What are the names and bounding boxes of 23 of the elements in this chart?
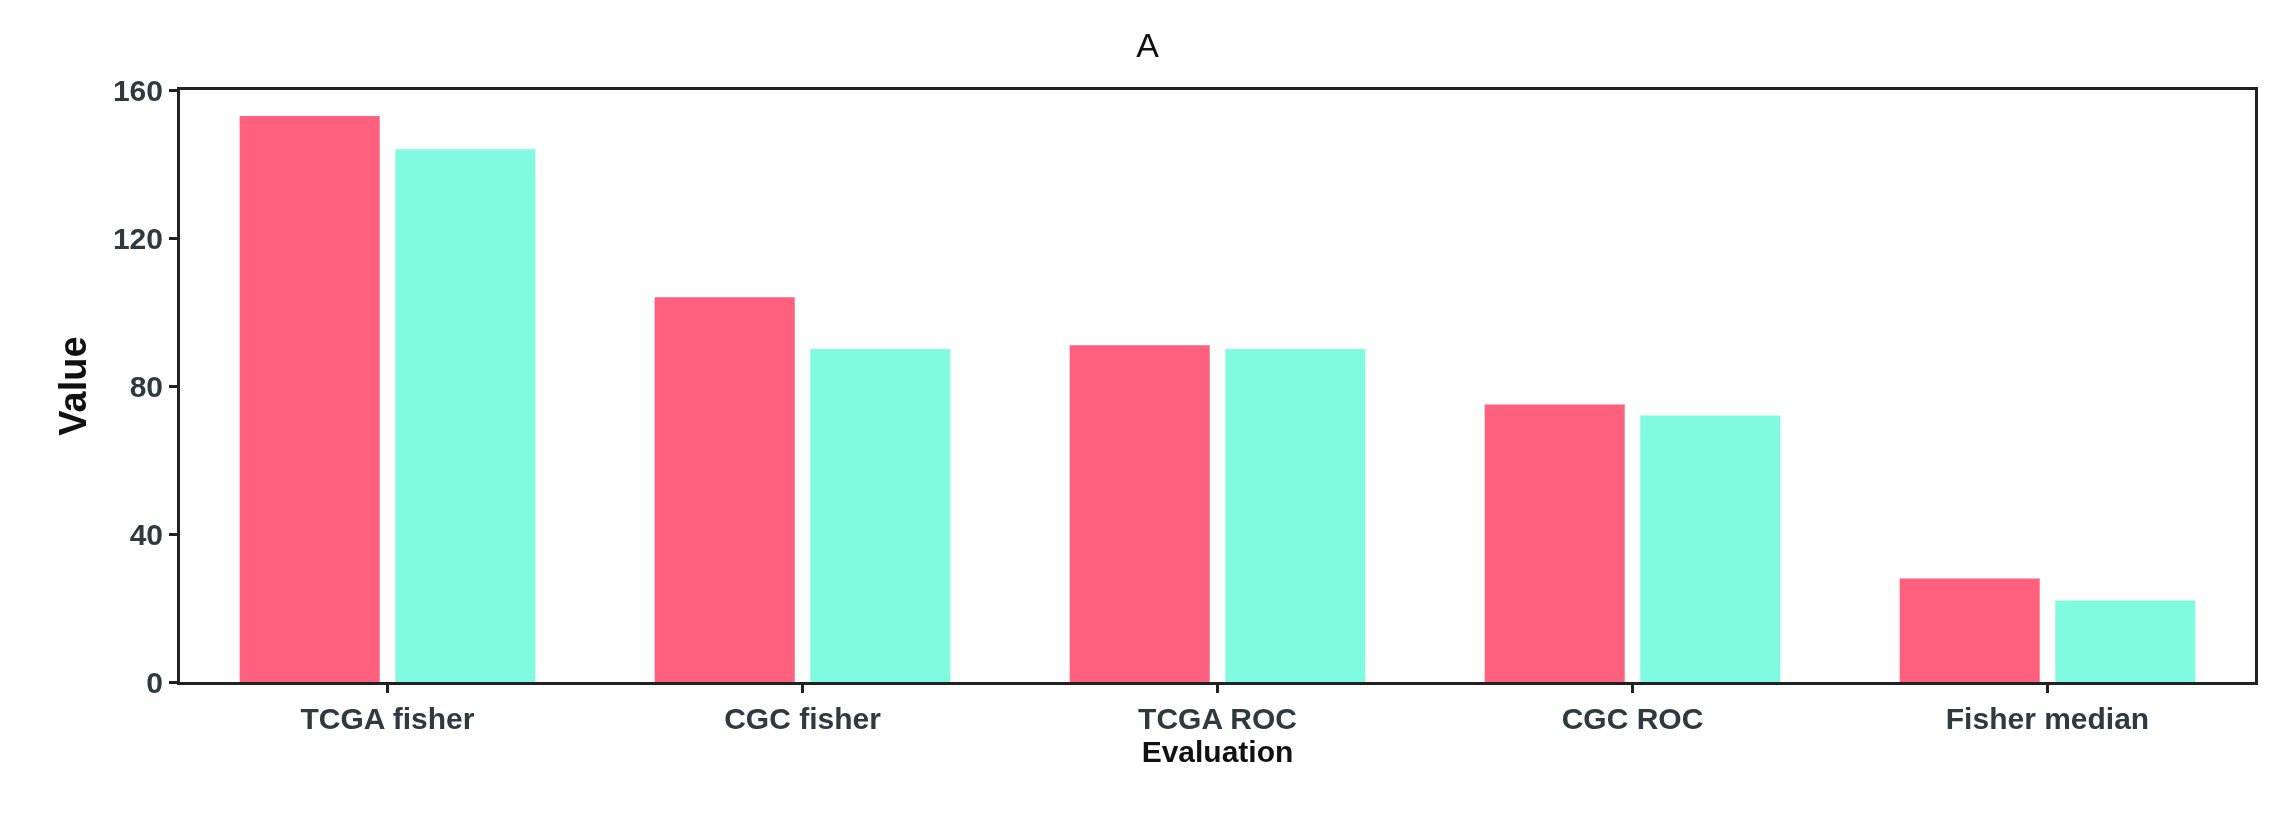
bar <box>1484 404 1625 682</box>
bar <box>395 149 536 682</box>
x-tick-label: TCGA fisher <box>300 702 475 735</box>
y-tick-label: 40 <box>129 517 163 551</box>
bar <box>1069 345 1210 682</box>
bar <box>239 115 380 682</box>
y-tick-label: 0 <box>146 665 163 699</box>
y-tick-label: 120 <box>112 221 163 255</box>
x-axis-title: Evaluation <box>1141 735 1294 768</box>
y-axis-title: Value <box>52 336 95 436</box>
bar <box>654 297 795 682</box>
x-tick-label: TCGA ROC <box>1138 702 1297 735</box>
x-tick-label: CGC fisher <box>724 702 882 735</box>
y-tick-label: 160 <box>112 73 163 107</box>
x-tick-label: Fisher median <box>1945 702 2150 735</box>
bar <box>1640 415 1781 682</box>
x-tick-label: CGC ROC <box>1561 702 1704 735</box>
y-tick-label: 80 <box>129 369 163 403</box>
bar <box>810 349 951 682</box>
bar <box>2055 600 2196 682</box>
chart-title: A <box>1136 25 1160 64</box>
bar <box>1899 578 2040 682</box>
bar <box>1225 349 1366 682</box>
